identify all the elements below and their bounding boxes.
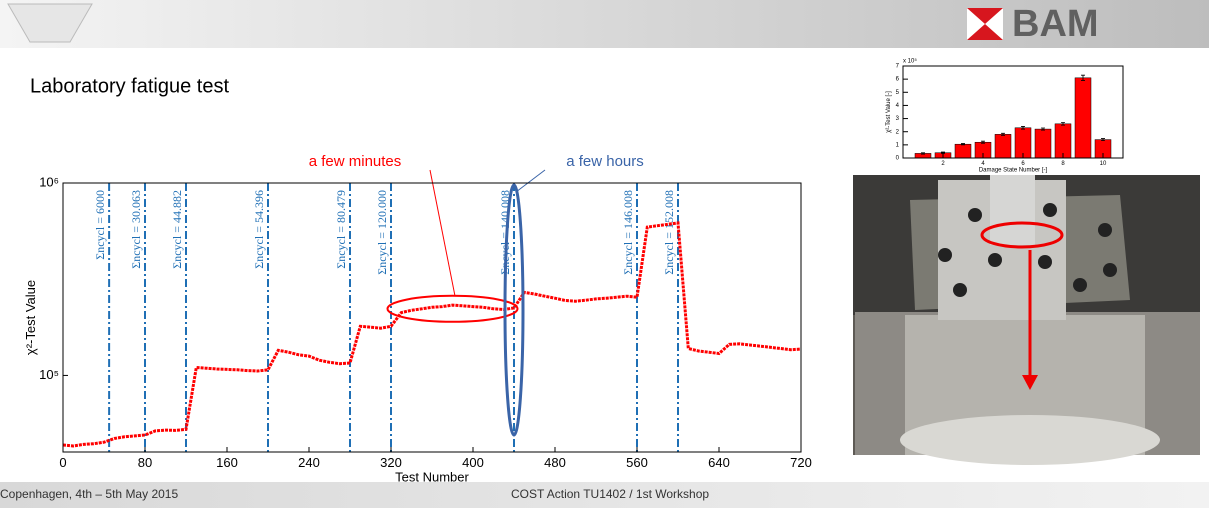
bam-logo: BAM bbox=[967, 3, 1099, 45]
y-tick-label: 10⁵ bbox=[39, 367, 59, 382]
bar bbox=[994, 134, 1012, 159]
x-tick-label: 8 bbox=[1061, 161, 1065, 167]
bar bbox=[1034, 128, 1052, 159]
footer-left: Copenhagen, 4th – 5th May 2015 bbox=[0, 487, 178, 501]
slide-title: Laboratory fatigue test bbox=[30, 75, 229, 97]
callout-text: a few hours bbox=[566, 153, 644, 170]
callout-leader bbox=[515, 169, 546, 193]
y-tick-label: 10⁶ bbox=[39, 174, 59, 189]
y-tick-label: 1 bbox=[896, 142, 900, 148]
marker-label: Σncycl = 146.008 bbox=[621, 190, 635, 275]
bar bbox=[1074, 77, 1092, 159]
marker-label: Σncycl = 44.882 bbox=[170, 190, 184, 269]
x-tick-label: 240 bbox=[298, 455, 320, 470]
error-bar bbox=[1101, 138, 1105, 142]
callout-ellipse bbox=[503, 183, 525, 437]
x-tick-label: 4 bbox=[981, 161, 985, 167]
marker-label: Σncycl = 6000 bbox=[93, 190, 107, 260]
bar bbox=[954, 143, 972, 159]
x-tick-label: 6 bbox=[1021, 161, 1025, 167]
x-tick-label: 640 bbox=[708, 455, 730, 470]
y-multiplier: x 10⁵ bbox=[903, 58, 917, 65]
y-tick-label: 2 bbox=[896, 129, 900, 135]
x-tick-label: 560 bbox=[626, 455, 648, 470]
error-bar bbox=[921, 152, 925, 155]
error-bar bbox=[1021, 126, 1025, 130]
x-tick-label: 720 bbox=[790, 455, 812, 470]
left-logo bbox=[7, 3, 93, 43]
error-bar bbox=[1081, 74, 1085, 81]
marker-label: Σncycl = 152.008 bbox=[662, 190, 676, 275]
x-axis-label: Test Number bbox=[395, 469, 469, 484]
x-tick-label: 80 bbox=[138, 455, 152, 470]
plot-frame bbox=[62, 182, 802, 453]
y-tick-label: 4 bbox=[896, 103, 900, 109]
marker-label: Σncycl = 54.396 bbox=[252, 190, 266, 269]
callout-leader bbox=[429, 169, 456, 297]
x-tick-label: 480 bbox=[544, 455, 566, 470]
footer-center: COST Action TU1402 / 1st Workshop bbox=[511, 487, 709, 501]
marker-label: Σncycl = 120.000 bbox=[375, 190, 389, 275]
photo bbox=[853, 175, 1200, 465]
error-bar bbox=[961, 143, 965, 146]
x-tick-label: 400 bbox=[462, 455, 484, 470]
logo-text: BAM bbox=[1012, 3, 1099, 45]
charts: Σncycl = 6000 Σncycl = 30.063 Σncycl = 44.… bbox=[23, 58, 1124, 484]
plot-frame bbox=[902, 65, 1124, 159]
y-tick-label: 5 bbox=[896, 90, 900, 96]
y-tick-label: 7 bbox=[896, 64, 900, 70]
y-tick-label: 6 bbox=[896, 77, 900, 83]
y-axis-label: χ²-Test Value [-] bbox=[886, 91, 892, 133]
y-axis-label: χ²-Test Value bbox=[23, 280, 38, 355]
x-axis-label: Damage State Number [-] bbox=[979, 168, 1048, 174]
error-bar bbox=[1041, 127, 1045, 131]
marker-label: Σncycl = 80.479 bbox=[334, 190, 348, 269]
x-tick-label: 10 bbox=[1100, 161, 1107, 167]
header-band bbox=[0, 0, 1209, 48]
x-tick-label: 320 bbox=[380, 455, 402, 470]
y-tick-label: 0 bbox=[896, 156, 900, 162]
data-line bbox=[62, 221, 802, 448]
marker-label: Σncycl = 30.063 bbox=[129, 190, 143, 269]
callout-ellipse bbox=[386, 294, 519, 323]
x-tick-label: 160 bbox=[216, 455, 238, 470]
error-bar bbox=[1001, 132, 1005, 136]
y-tick-label: 3 bbox=[896, 116, 900, 122]
x-tick-label: 2 bbox=[941, 161, 945, 167]
footer-band bbox=[0, 482, 1209, 508]
error-bar bbox=[981, 140, 985, 144]
error-bar bbox=[1061, 122, 1065, 126]
x-tick-label: 0 bbox=[59, 455, 66, 470]
bar bbox=[1054, 123, 1072, 159]
callout-text: a few minutes bbox=[309, 153, 402, 170]
